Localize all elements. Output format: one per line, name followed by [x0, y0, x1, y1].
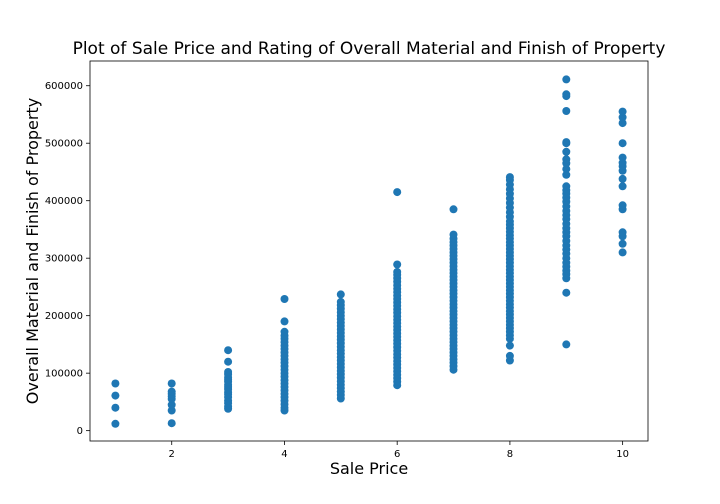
scatter-point	[336, 290, 345, 299]
scatter-point	[618, 248, 627, 257]
x-tick-label: 10	[616, 449, 629, 460]
scatter-point	[618, 139, 627, 148]
scatter-point	[111, 391, 120, 400]
y-tick-label: 300000	[45, 254, 83, 265]
scatter-point	[336, 297, 345, 306]
scatter-point	[280, 317, 289, 326]
y-axis-label: Overall Material and Finish of Property	[23, 98, 42, 404]
scatter-point	[167, 387, 176, 396]
scatter-point	[111, 403, 120, 412]
chart-title: Plot of Sale Price and Rating of Overall…	[73, 39, 666, 59]
scatter-point	[111, 379, 120, 388]
scatter-point	[280, 295, 289, 303]
scatter-point	[393, 188, 402, 197]
scatter-point	[224, 346, 233, 355]
scatter-point	[167, 419, 176, 428]
x-tick-label: 6	[394, 449, 400, 460]
scatter-point	[562, 107, 571, 115]
scatter-point	[167, 406, 176, 415]
scatter-point	[562, 90, 571, 99]
x-tick-label: 2	[169, 449, 175, 460]
scatter-point	[224, 357, 233, 366]
scatter-point	[449, 205, 458, 214]
y-tick-label: 0	[77, 426, 83, 437]
scatter-point	[618, 119, 627, 128]
scatter-point	[562, 340, 571, 349]
plot-frame	[89, 60, 649, 442]
scatter-point	[505, 173, 514, 182]
plot-area	[111, 75, 627, 428]
x-axis-label: Sale Price	[330, 459, 408, 478]
scatter-point	[618, 182, 627, 191]
scatter-point	[618, 228, 627, 237]
scatter-point	[562, 165, 571, 174]
x-tick-label: 4	[281, 449, 287, 460]
scatter-point	[618, 239, 627, 248]
scatter-point	[618, 107, 627, 116]
scatter-point	[505, 341, 514, 350]
x-axis: 2 4 6 8 10	[169, 441, 629, 460]
scatter-point	[562, 147, 571, 156]
scatter-point	[111, 419, 120, 428]
scatter-point	[618, 113, 627, 122]
scatter-point	[562, 170, 571, 179]
scatter-point	[505, 351, 514, 360]
scatter-point	[393, 260, 402, 269]
scatter-point	[280, 327, 289, 336]
scatter-point	[562, 182, 571, 191]
y-tick-label: 500000	[45, 139, 83, 150]
y-tick-label: 200000	[45, 311, 83, 322]
y-tick-label: 100000	[45, 369, 83, 380]
y-axis: 0 100000 200000 300000 400000 500000 600000	[45, 81, 90, 437]
scatter-point	[167, 400, 176, 409]
scatter-point	[167, 379, 176, 388]
x-tick-label: 8	[507, 449, 513, 460]
scatter-point	[618, 174, 627, 183]
scatter-point	[224, 368, 233, 376]
scatter-point	[562, 138, 571, 147]
scatter-point	[449, 230, 458, 239]
scatter-point	[393, 268, 402, 276]
y-tick-label: 400000	[45, 196, 83, 207]
scatter-point	[562, 155, 571, 164]
y-tick-label: 600000	[45, 81, 83, 92]
scatter-point	[618, 153, 627, 162]
scatter-point	[562, 75, 571, 84]
scatter-point	[562, 288, 571, 297]
scatter-point	[618, 201, 627, 210]
